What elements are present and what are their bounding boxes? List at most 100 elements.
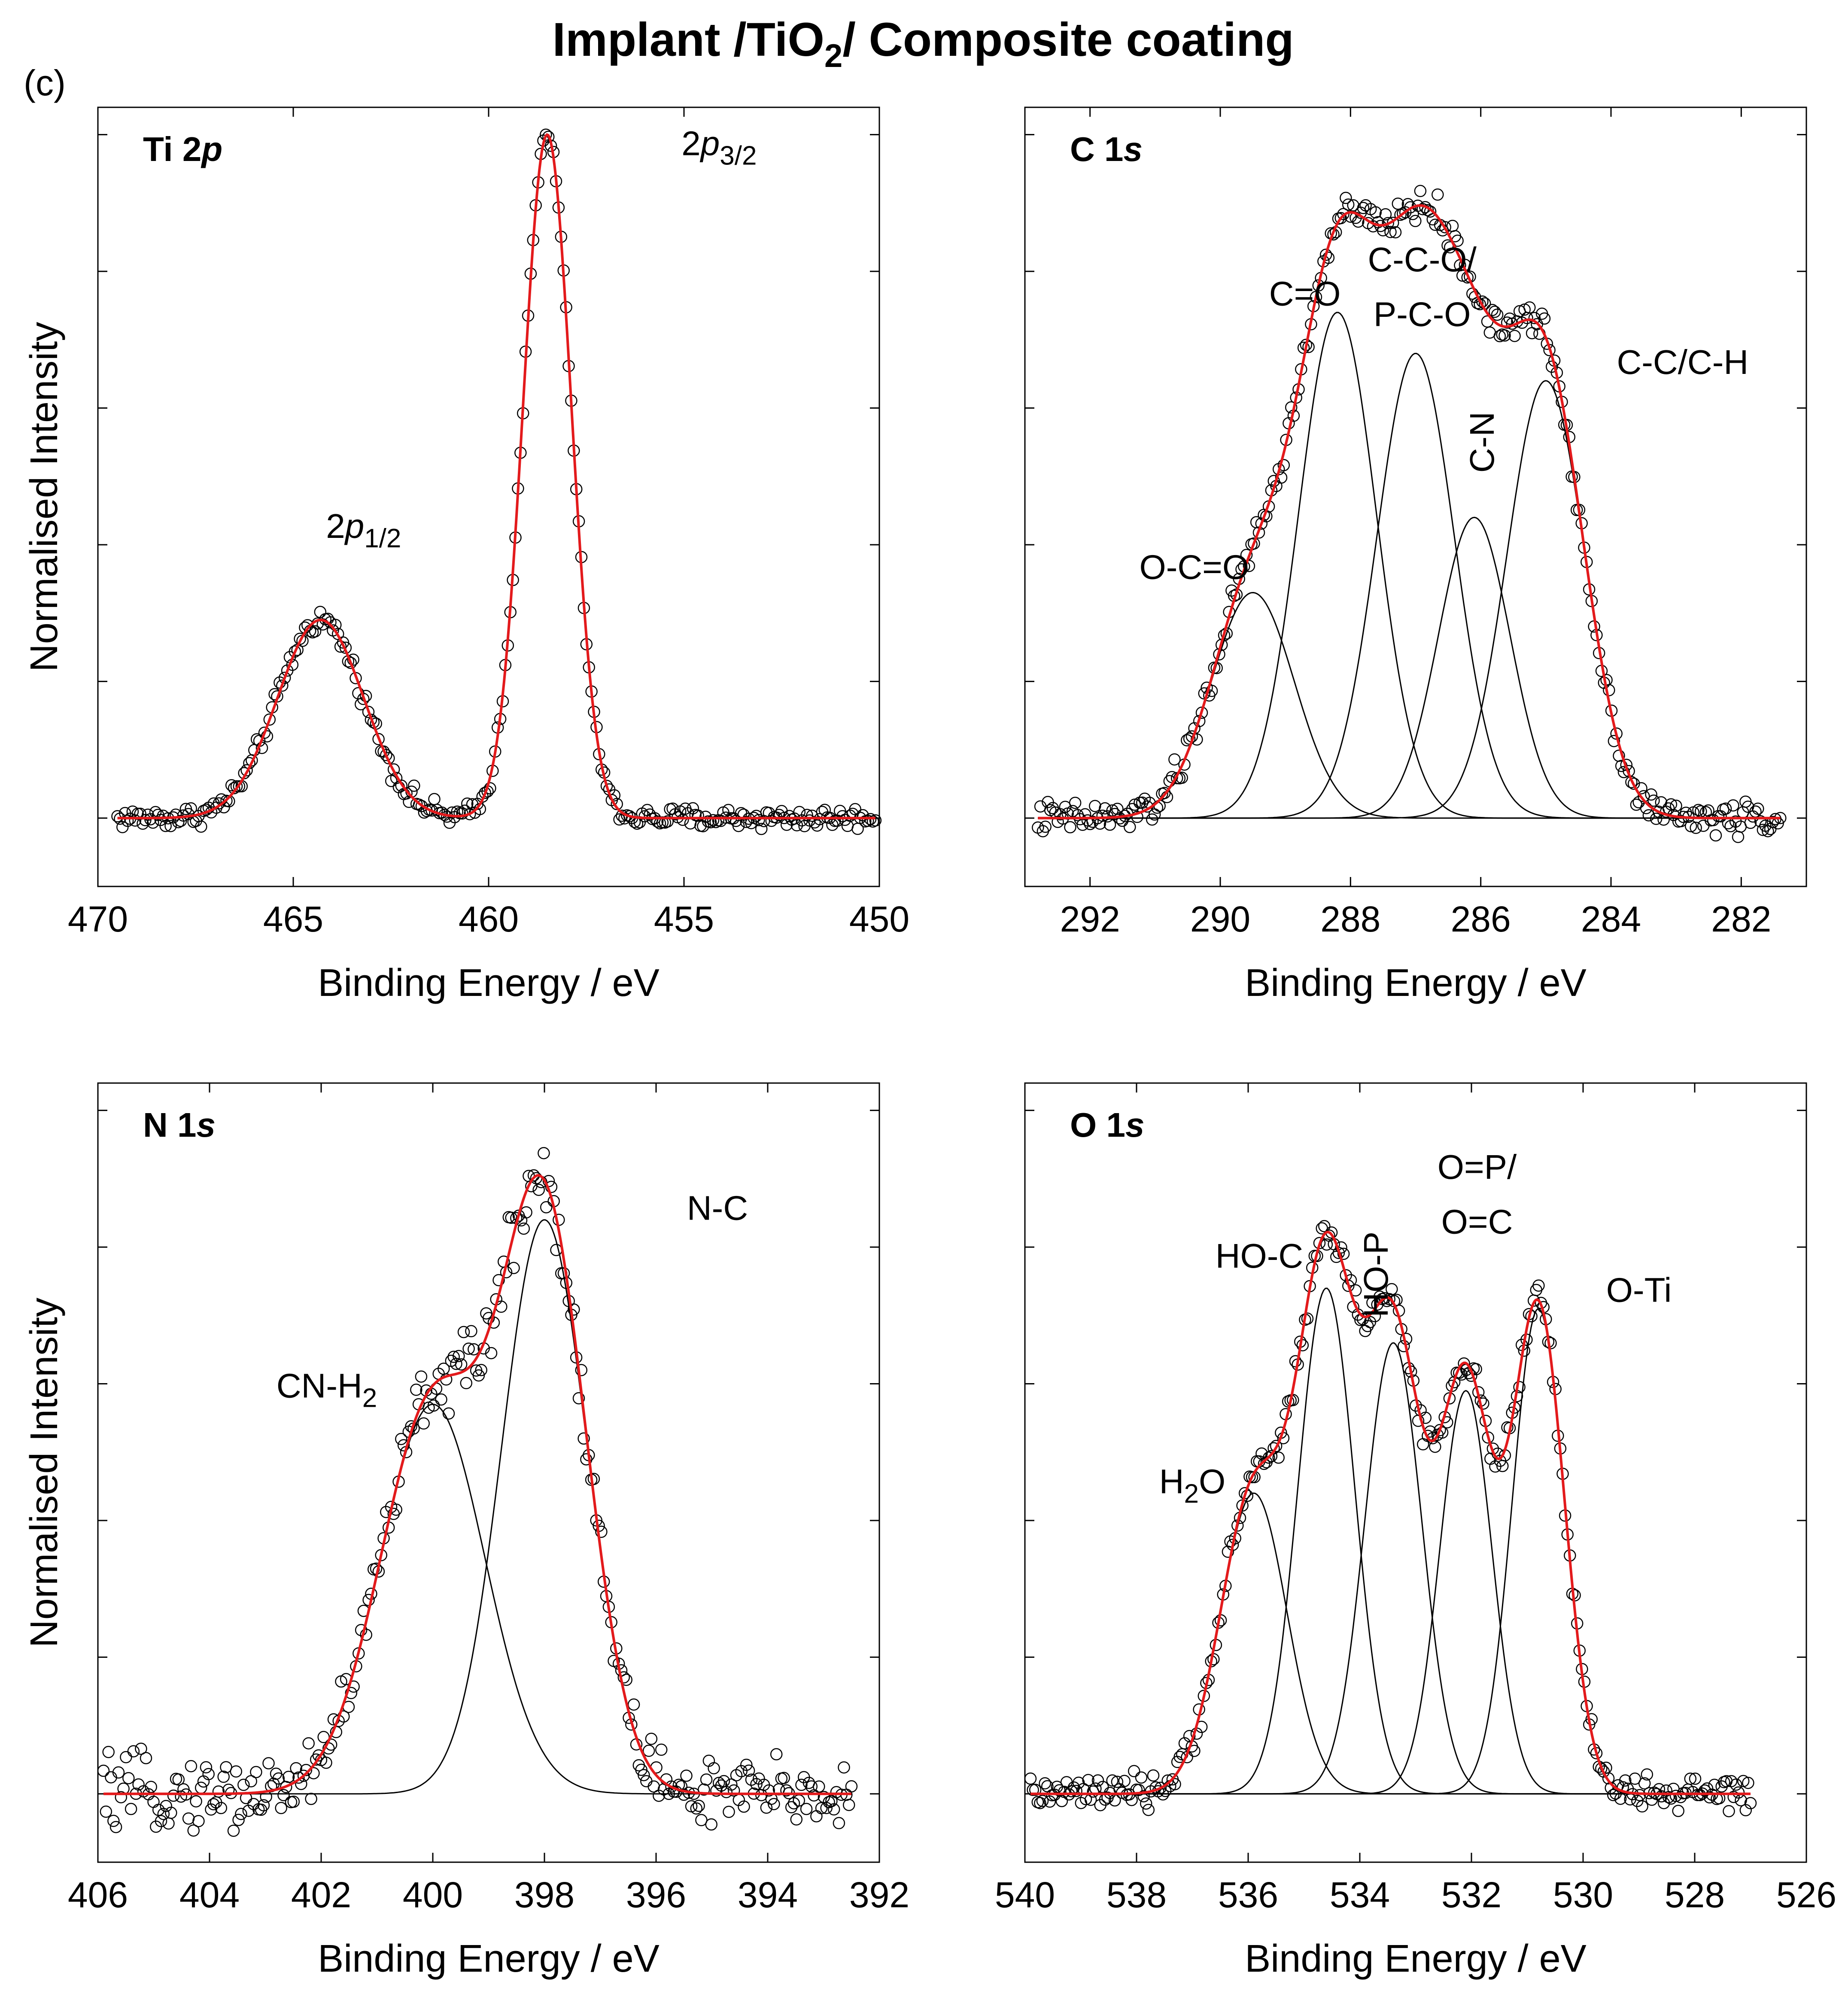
data-point xyxy=(642,1745,655,1757)
data-point xyxy=(1337,208,1350,221)
x-tick-label: 536 xyxy=(1218,1875,1278,1915)
peak-label-sub: 1/2 xyxy=(364,524,401,553)
data-point xyxy=(453,1350,465,1363)
peak-label: O-Ti xyxy=(1606,1271,1672,1309)
figure-title: Implant /TiO2/ Composite coating xyxy=(552,13,1294,74)
data-point xyxy=(1434,1424,1446,1436)
peak-label: O=C xyxy=(1441,1202,1513,1241)
data-point xyxy=(245,1775,257,1788)
data-point xyxy=(1319,249,1332,261)
data-point xyxy=(705,1818,717,1831)
data-point xyxy=(1446,219,1459,232)
data-point xyxy=(1072,1776,1085,1789)
data-point xyxy=(258,726,271,739)
data-point xyxy=(1597,1765,1610,1778)
data-point xyxy=(1335,1241,1347,1254)
data-point xyxy=(302,1737,315,1750)
data-point xyxy=(282,1771,295,1783)
data-point xyxy=(397,1439,410,1452)
data-point xyxy=(1091,1774,1104,1787)
data-point xyxy=(818,804,831,816)
data-point xyxy=(1039,1777,1051,1790)
data-point xyxy=(1111,803,1124,815)
data-point xyxy=(107,1815,120,1827)
peak-label-text: O=C xyxy=(1441,1202,1513,1241)
data-point xyxy=(465,1325,477,1338)
data-point xyxy=(1602,1772,1615,1785)
data-point xyxy=(1243,560,1255,572)
data-point xyxy=(1762,825,1774,838)
data-point xyxy=(738,1800,750,1813)
data-point xyxy=(1389,226,1402,239)
data-point xyxy=(1157,1788,1169,1801)
data-point xyxy=(617,1671,630,1684)
data-point xyxy=(182,1812,195,1825)
data-point xyxy=(1258,1457,1270,1470)
data-point xyxy=(1636,1800,1648,1813)
peak-label-after: O xyxy=(1199,1462,1225,1500)
data-point xyxy=(1703,1791,1716,1804)
peak-label: 2p1/2 xyxy=(326,507,401,553)
data-point xyxy=(1089,800,1101,812)
data-point xyxy=(1627,777,1640,790)
peak-label-text: C-N xyxy=(1463,412,1501,473)
data-point xyxy=(1607,1789,1620,1801)
data-point xyxy=(1055,1795,1068,1807)
data-point xyxy=(1647,794,1660,807)
x-tick-label: 528 xyxy=(1665,1875,1725,1915)
data-point xyxy=(1744,1797,1757,1809)
data-point xyxy=(162,1817,175,1830)
data-point xyxy=(861,814,874,827)
component-peak-ho-c xyxy=(1030,1287,1751,1795)
data-point xyxy=(1135,1771,1148,1784)
data-point xyxy=(1064,821,1076,834)
data-point xyxy=(121,814,134,827)
data-point xyxy=(257,1799,270,1812)
peak-label: C=O xyxy=(1269,275,1341,313)
data-point xyxy=(587,1472,600,1485)
data-point xyxy=(1128,1765,1140,1778)
x-tick-label: 396 xyxy=(626,1875,686,1915)
data-point xyxy=(485,1347,498,1360)
data-point xyxy=(1357,202,1370,214)
data-point xyxy=(1742,1776,1754,1789)
data-point xyxy=(217,1770,230,1783)
plot-frame xyxy=(1024,106,1807,887)
data-point xyxy=(111,810,124,822)
data-point xyxy=(175,1790,187,1803)
data-point xyxy=(693,1800,705,1812)
data-point xyxy=(157,1808,170,1820)
data-point xyxy=(841,819,854,832)
data-point xyxy=(1142,1803,1155,1816)
data-point xyxy=(750,1778,763,1791)
data-point xyxy=(1608,735,1620,747)
data-point xyxy=(600,780,613,792)
data-point xyxy=(1730,1778,1742,1791)
data-point xyxy=(1523,301,1536,314)
data-point xyxy=(1344,1274,1357,1287)
data-point xyxy=(638,1769,650,1781)
data-point xyxy=(1397,207,1409,220)
panel-ti2p: 470 465 460 455 450 Binding Energy / eV Normal… xyxy=(23,106,909,1005)
data-point xyxy=(200,1761,213,1774)
data-point xyxy=(1409,215,1422,228)
x-tick-label: 538 xyxy=(1106,1875,1167,1915)
fit-envelope xyxy=(1038,204,1781,819)
component-peak-o-p-o-c xyxy=(1030,1390,1751,1795)
data-point xyxy=(1369,206,1382,219)
plot-frame xyxy=(97,106,880,887)
figure-title-rest: / Composite coating xyxy=(842,13,1294,66)
data-point xyxy=(289,645,301,658)
data-point xyxy=(1617,1781,1629,1794)
data-point xyxy=(805,1780,818,1793)
data-point xyxy=(1530,1284,1543,1296)
data-point xyxy=(640,1775,653,1788)
data-point xyxy=(735,1765,748,1778)
data-point xyxy=(1147,1769,1160,1782)
x-tick-label: 526 xyxy=(1776,1875,1836,1915)
data-point xyxy=(1106,804,1119,817)
data-point xyxy=(1131,810,1143,823)
panel-title-main: N 1 xyxy=(143,1106,197,1144)
data-point xyxy=(1439,221,1451,234)
data-point xyxy=(532,1184,545,1196)
